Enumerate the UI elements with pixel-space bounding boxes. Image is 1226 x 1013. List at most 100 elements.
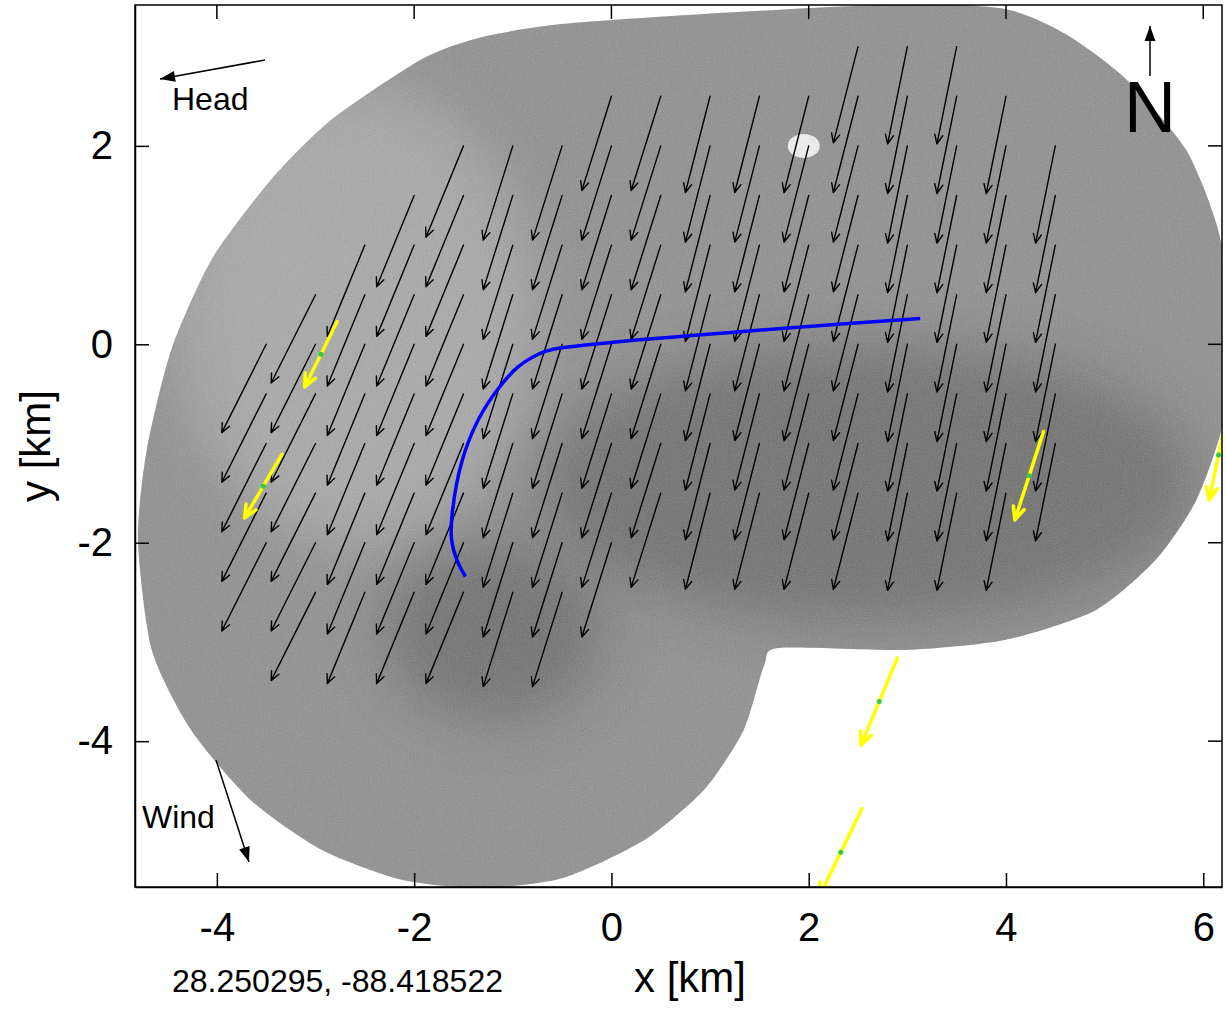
current-vector	[327, 444, 365, 535]
current-vector	[531, 543, 562, 637]
current-vector	[426, 245, 464, 336]
current-vector	[733, 96, 759, 192]
measured-vector-dot	[261, 484, 266, 489]
current-vector	[327, 543, 365, 634]
y-tick-mark	[135, 146, 149, 148]
current-vector	[984, 444, 1006, 541]
x-tick: 6	[1193, 873, 1215, 949]
current-vector	[376, 295, 414, 386]
current-vector	[984, 96, 1006, 193]
current-vector	[885, 96, 907, 193]
location-label: 28.250295, -88.418522	[172, 963, 503, 999]
x-tick-label: 2	[798, 905, 820, 949]
current-vector	[426, 146, 464, 237]
current-vector	[984, 195, 1006, 292]
current-vector	[531, 394, 562, 488]
current-vector	[581, 245, 612, 339]
measured-vector	[305, 321, 338, 386]
measured-vector	[1206, 410, 1222, 500]
x-tick: -2	[397, 873, 433, 949]
x-tick-mark-top	[808, 5, 810, 19]
current-vector	[376, 394, 414, 485]
y-ticks-right	[1208, 146, 1222, 741]
current-vector	[426, 493, 464, 584]
current-vector	[581, 146, 612, 240]
x-tick-mark	[808, 873, 810, 887]
current-vector	[782, 493, 808, 589]
measured-vector-dot	[318, 352, 323, 357]
current-vector	[222, 543, 266, 631]
current-vector	[327, 344, 365, 435]
radar-image-body	[135, 5, 1222, 887]
radar-base	[135, 5, 1222, 887]
current-vector	[1033, 344, 1055, 441]
current-vector	[482, 195, 513, 289]
current-vector	[271, 394, 315, 482]
radar-image	[135, 5, 1222, 887]
current-vector	[531, 344, 562, 438]
current-vector	[581, 195, 612, 289]
current-vector	[885, 444, 907, 541]
plot-marks	[222, 47, 1222, 887]
north-label: N	[1124, 67, 1176, 147]
current-vector	[426, 543, 464, 634]
current-vector	[327, 295, 365, 386]
wind-indicator: Wind	[142, 760, 250, 862]
current-vector	[935, 394, 957, 491]
current-vector	[885, 344, 907, 441]
current-vector	[426, 295, 464, 386]
y-axis: -4-202	[77, 6, 149, 888]
current-vector	[832, 245, 858, 341]
current-vector	[684, 444, 710, 540]
current-vector	[630, 394, 661, 488]
current-vector	[684, 394, 710, 490]
current-vector	[733, 245, 759, 341]
current-vector	[222, 394, 266, 482]
current-vector	[885, 195, 907, 292]
current-vector	[531, 592, 562, 686]
x-tick-label: -4	[200, 905, 236, 949]
current-vector	[531, 195, 562, 289]
current-vector	[733, 195, 759, 291]
north-indicator: N	[1124, 26, 1176, 147]
current-vector	[581, 96, 612, 190]
current-vector	[684, 245, 710, 341]
current-vector	[531, 295, 562, 389]
x-tick-mark	[1006, 873, 1008, 887]
current-vector	[733, 394, 759, 490]
current-vector	[684, 96, 710, 192]
y-tick-label: -2	[77, 520, 113, 564]
current-vector	[984, 295, 1006, 392]
current-vector	[630, 444, 661, 538]
current-vector	[581, 394, 612, 488]
current-vector	[271, 344, 315, 432]
current-vector	[1033, 394, 1055, 491]
current-vector	[832, 47, 858, 143]
y-tick-mark-right	[1208, 344, 1222, 346]
current-vector	[733, 493, 759, 589]
current-vector	[630, 245, 661, 339]
x-tick-mark	[414, 873, 416, 887]
current-vector	[581, 344, 612, 438]
y-tick-mark-right	[1208, 542, 1222, 544]
current-vector	[733, 146, 759, 242]
current-vector	[935, 493, 957, 590]
x-tick-mark-top	[1203, 5, 1205, 19]
y-tick-mark	[135, 741, 149, 743]
current-vector	[482, 543, 513, 637]
current-vector	[984, 146, 1006, 243]
current-vector	[630, 146, 661, 240]
x-tick-label: 4	[995, 905, 1017, 949]
current-vector	[984, 245, 1006, 342]
current-vector	[630, 96, 661, 190]
x-tick-mark-top	[216, 5, 218, 19]
x-tick-mark-top	[611, 5, 613, 19]
y-tick-label: 0	[91, 322, 113, 366]
current-vector	[426, 195, 464, 286]
current-vector	[271, 592, 315, 680]
x-ticks-top	[217, 5, 1203, 19]
current-vector	[935, 245, 957, 342]
x-tick-mark-top	[1005, 5, 1007, 19]
current-vector	[531, 146, 562, 240]
y-tick-mark	[135, 344, 149, 346]
